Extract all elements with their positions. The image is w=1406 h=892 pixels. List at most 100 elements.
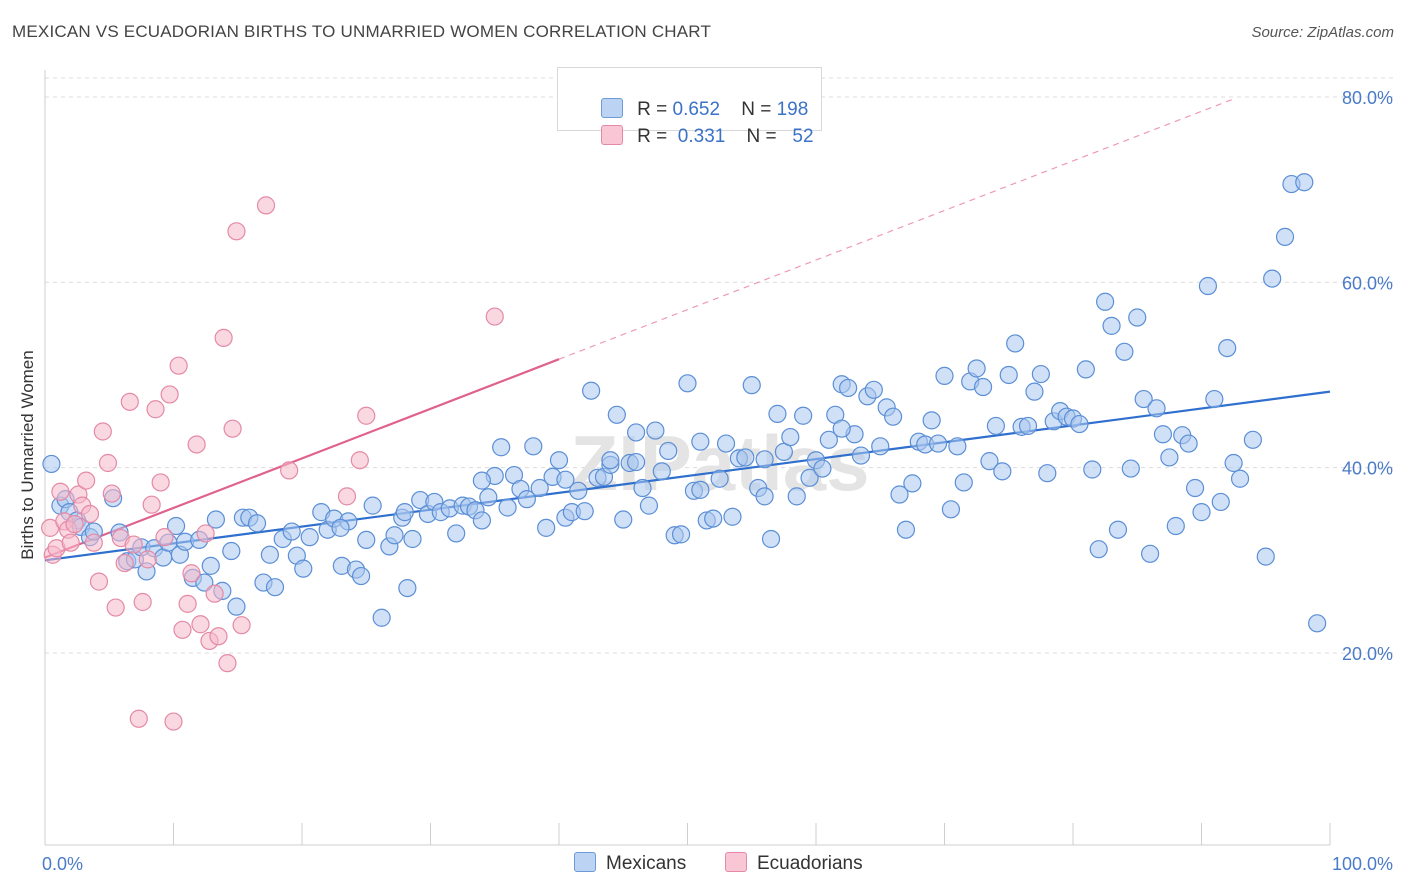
tick-labels: 20.0% 40.0% 60.0% 80.0% 0.0% 100.0% [42, 88, 1393, 874]
y-tick-label: 60.0% [1342, 273, 1393, 293]
point-mexicans [372, 608, 391, 627]
point-mexicans [1089, 540, 1108, 559]
point-mexicans [736, 448, 755, 467]
bottom-legend-label-mexicans: Mexicans [606, 853, 687, 874]
point-mexicans [671, 525, 691, 544]
point-mexicans [1243, 430, 1263, 449]
point-mexicans [1198, 276, 1218, 296]
point-mexicans [890, 485, 909, 504]
point-mexicans [1230, 469, 1250, 488]
point-mexicans [582, 381, 601, 400]
bottom-legend-swatch-ecuadorians [725, 852, 747, 872]
point-mexicans [755, 450, 774, 469]
point-mexicans [614, 510, 633, 529]
point-ecuadorians [280, 461, 299, 480]
point-mexicans [1295, 173, 1314, 192]
point-mexicans [1160, 448, 1179, 467]
legend-r-value: 0.652 [672, 99, 721, 120]
point-ecuadorians [80, 504, 100, 524]
point-mexicans [723, 507, 742, 526]
point-mexicans [265, 578, 285, 597]
point-ecuadorians [214, 328, 233, 347]
point-mexicans [1179, 434, 1198, 453]
point-ecuadorians [155, 528, 174, 547]
point-mexicans [800, 468, 819, 487]
point-ecuadorians [98, 453, 118, 473]
point-ecuadorians [102, 484, 121, 503]
point-mexicans [447, 524, 466, 543]
point-mexicans [704, 509, 723, 528]
point-mexicans [1038, 464, 1057, 483]
legend-row-mexicans: R = 0.652 N = 198 [580, 76, 808, 120]
point-mexicans [363, 496, 382, 515]
point-ecuadorians [232, 616, 251, 635]
point-mexicans [524, 437, 543, 456]
legend-n-value: 52 [792, 126, 814, 147]
point-mexicans [1211, 492, 1230, 512]
point-mexicans [260, 545, 279, 564]
point-mexicans [948, 437, 967, 456]
point-mexicans [1076, 360, 1095, 379]
point-mexicans [1006, 334, 1025, 353]
point-mexicans [1083, 460, 1102, 479]
gridlines [45, 77, 1393, 654]
point-mexicans [395, 503, 414, 522]
point-mexicans [1192, 503, 1211, 522]
point-mexicans [813, 459, 832, 478]
point-mexicans [999, 365, 1018, 385]
point-mexicans [1205, 389, 1224, 409]
point-mexicans [928, 434, 948, 453]
point-mexicans [1102, 316, 1121, 335]
point-mexicans [227, 597, 246, 616]
point-mexicans [537, 518, 556, 537]
point-mexicans [1218, 338, 1237, 358]
point-mexicans [864, 380, 883, 399]
point-ecuadorians [164, 712, 183, 731]
point-mexicans [986, 416, 1006, 436]
point-ecuadorians [205, 584, 224, 603]
point-mexicans [691, 432, 710, 451]
point-mexicans [819, 430, 838, 449]
point-mexicans [787, 487, 806, 506]
point-mexicans [652, 462, 671, 481]
point-ecuadorians [209, 627, 228, 646]
x-tick-label: 0.0% [42, 854, 83, 874]
y-tick-label: 40.0% [1342, 459, 1393, 479]
point-ecuadorians [227, 222, 246, 241]
point-ecuadorians [218, 654, 237, 673]
point-mexicans [896, 520, 916, 539]
point-ecuadorians [160, 385, 179, 404]
point-mexicans [282, 522, 301, 541]
point-mexicans [678, 374, 697, 393]
point-mexicans [1275, 227, 1295, 246]
point-mexicans [761, 529, 781, 549]
point-ecuadorians [129, 709, 148, 728]
point-mexicans [222, 541, 241, 561]
point-ecuadorians [120, 392, 139, 411]
point-ecuadorians [196, 524, 215, 543]
point-mexicans [1108, 520, 1128, 539]
point-mexicans [1096, 292, 1115, 311]
point-mexicans [993, 462, 1012, 481]
legend-r-label: R = [637, 99, 668, 120]
legend-n-value: 198 [776, 99, 809, 120]
point-mexicans [883, 407, 903, 426]
y-tick-label: 80.0% [1342, 88, 1393, 108]
point-mexicans [294, 559, 313, 578]
point-mexicans [832, 419, 851, 438]
stats-legend: R = 0.652 N = 198 R = 0.331 N = 52 [557, 67, 822, 147]
point-mexicans [755, 487, 774, 506]
point-mexicans [498, 498, 517, 517]
point-ecuadorians [138, 550, 157, 569]
point-ecuadorians [169, 356, 188, 375]
bottom-legend-mexicans: Mexicans [574, 852, 686, 875]
point-ecuadorians [337, 487, 357, 506]
point-mexicans [556, 470, 575, 489]
point-mexicans [1025, 382, 1044, 401]
point-mexicans [1140, 544, 1160, 563]
point-ecuadorians [178, 594, 197, 613]
point-ecuadorians [65, 515, 84, 534]
point-mexicans [530, 478, 549, 498]
point-mexicans [639, 496, 659, 515]
x-tick-label: 100.0% [1332, 854, 1393, 874]
